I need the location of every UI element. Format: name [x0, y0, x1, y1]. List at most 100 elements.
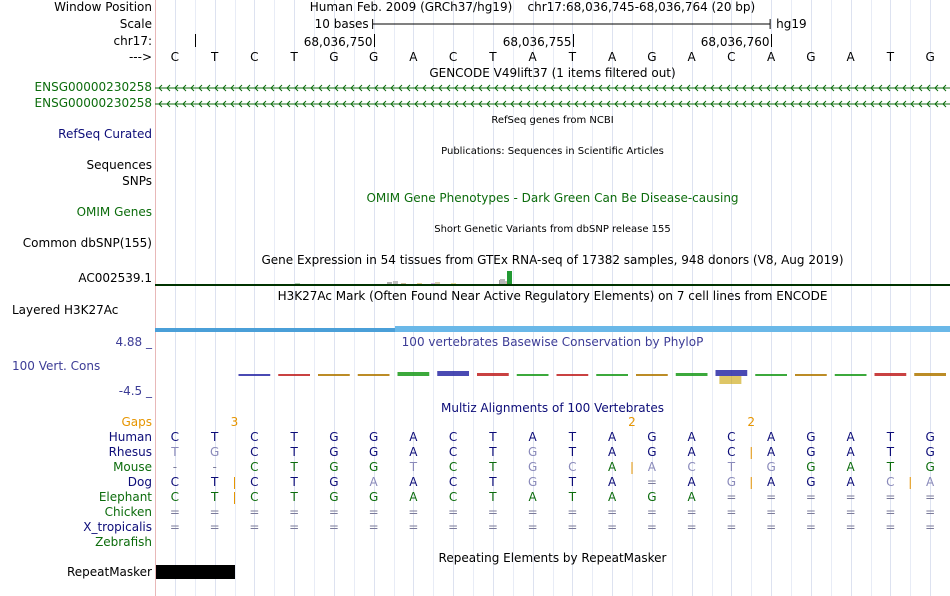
omim-track-title: OMIM Gene Phenotypes - Dark Green Can Be…	[366, 191, 739, 205]
strand-arrow	[742, 84, 747, 92]
species-label[interactable]: Dog	[127, 475, 152, 489]
aligned-base: =	[448, 505, 458, 519]
strand-arrow	[198, 84, 203, 92]
strand-arrow	[350, 100, 355, 108]
strand-arrow	[846, 100, 851, 108]
strand-arrow	[350, 84, 355, 92]
snps-track-label[interactable]: SNPs	[122, 174, 152, 188]
aligned-base: G	[647, 430, 656, 444]
cons-logo-G	[318, 374, 350, 376]
strand-arrow	[246, 100, 251, 108]
aligned-base: A	[847, 475, 856, 489]
strand-arrow	[934, 100, 939, 108]
aligned-base: A	[767, 430, 776, 444]
strand-arrow	[694, 100, 699, 108]
strand-arrow	[526, 84, 531, 92]
track-image[interactable]: Human Feb. 2009 (GRCh37/hg19) chr17:68,0…	[155, 0, 950, 596]
strand-arrow	[310, 84, 315, 92]
aligned-base: G	[925, 460, 934, 474]
aligned-base: =	[488, 505, 498, 519]
publications-track-label[interactable]: Sequences	[86, 158, 152, 172]
aligned-base: =	[329, 505, 339, 519]
aligned-base: T	[210, 475, 219, 489]
cons-logo-G	[914, 373, 946, 376]
aligned-base: A	[608, 490, 617, 504]
strand-arrow	[534, 100, 539, 108]
aligned-base: G	[925, 445, 934, 459]
h3k27ac-track-title: H3K27Ac Mark (Often Found Near Active Re…	[277, 289, 828, 303]
h3k27ac-track-label[interactable]: Layered H3K27Ac	[12, 303, 119, 317]
strand-arrow	[758, 84, 763, 92]
cons-logo-T	[874, 373, 907, 376]
aligned-base: G	[369, 445, 378, 459]
aligned-base: A	[409, 475, 418, 489]
species-label[interactable]: X_tropicalis	[83, 520, 152, 534]
species-label[interactable]: Zebrafish	[95, 535, 152, 549]
species-label[interactable]: Human	[108, 430, 152, 444]
omim-track-label[interactable]: OMIM Genes	[76, 205, 152, 219]
gtex-bar	[431, 283, 436, 284]
species-label[interactable]: Mouse	[113, 460, 152, 474]
strand-arrow	[502, 100, 507, 108]
species-label[interactable]: Elephant	[98, 490, 152, 504]
gencode-gene-arrows[interactable]	[155, 80, 950, 120]
strand-arrow	[878, 100, 883, 108]
strand-arrow	[694, 84, 699, 92]
aligned-base: C	[727, 445, 735, 459]
gtex-bar	[507, 271, 512, 284]
reference-base: A	[608, 50, 617, 64]
strand-arrow	[662, 100, 667, 108]
gtex-expression-bars[interactable]	[155, 268, 950, 288]
strand-arrow	[518, 84, 523, 92]
strand-arrow	[606, 84, 611, 92]
repeatmasker-element[interactable]	[156, 565, 235, 579]
cons-ymax-label: 4.88 _	[115, 335, 152, 349]
repeatmasker-track-title: Repeating Elements by RepeatMasker	[438, 551, 667, 565]
aligned-base: T	[568, 445, 577, 459]
strand-arrow	[590, 100, 595, 108]
reference-base: C	[449, 50, 457, 64]
base-position-ruler: 10 bases hg19 68,036,750 68,036,755 68,036,7…	[171, 17, 935, 64]
gtex-bar	[435, 282, 440, 284]
scale-label: Scale	[119, 17, 152, 31]
gaps-label: Gaps	[121, 415, 152, 429]
reference-base: A	[688, 50, 697, 64]
gtex-gene-label[interactable]: AC002539.1	[78, 271, 152, 285]
aligned-base: =	[766, 490, 776, 504]
strand-arrow	[174, 100, 179, 108]
gencode-item-label-1[interactable]: ENSG00000230258	[34, 80, 152, 94]
species-label[interactable]: Rhesus	[108, 445, 152, 459]
strand-arrow	[566, 84, 571, 92]
dbsnp-track-label[interactable]: Common dbSNP(155)	[22, 236, 152, 250]
species-label[interactable]: Chicken	[104, 505, 152, 519]
strand-arrow	[678, 84, 683, 92]
aligned-base: C	[687, 460, 695, 474]
h3k27ac-signal[interactable]	[155, 325, 950, 335]
aligned-base: =	[766, 505, 776, 519]
repeatmasker-track-label[interactable]: RepeatMasker	[66, 565, 152, 579]
multiz-alignment[interactable]: 3 2 2C T C T G G A C T A T A G A C A G A T GT G C T G G A C T G T A G A C A G…	[155, 410, 950, 550]
cons-track-label[interactable]: 100 Vert. Cons	[12, 359, 101, 373]
strand-arrow	[926, 84, 931, 92]
aligned-base: G	[528, 475, 537, 489]
strand-arrow	[790, 84, 795, 92]
strand-arrow	[798, 100, 803, 108]
strand-arrow	[902, 100, 907, 108]
aligned-base: A	[688, 475, 697, 489]
gtex-bar	[500, 279, 505, 284]
strand-arrow	[214, 100, 219, 108]
gencode-item-label-2[interactable]: ENSG00000230258	[34, 96, 152, 110]
strand-arrow	[854, 84, 859, 92]
aligned-base: C	[250, 430, 258, 444]
gtex-track-title: Gene Expression in 54 tissues from GTEx …	[261, 253, 844, 267]
strand-arrow	[182, 84, 187, 92]
cons-signal[interactable]	[155, 362, 950, 392]
strand-arrow	[654, 84, 659, 92]
strand-arrow	[846, 84, 851, 92]
strand-arrow	[166, 84, 171, 92]
aligned-base: =	[846, 505, 856, 519]
strand-arrow	[270, 84, 275, 92]
aligned-base: =	[687, 520, 697, 534]
refseq-track-label[interactable]: RefSeq Curated	[58, 127, 152, 141]
